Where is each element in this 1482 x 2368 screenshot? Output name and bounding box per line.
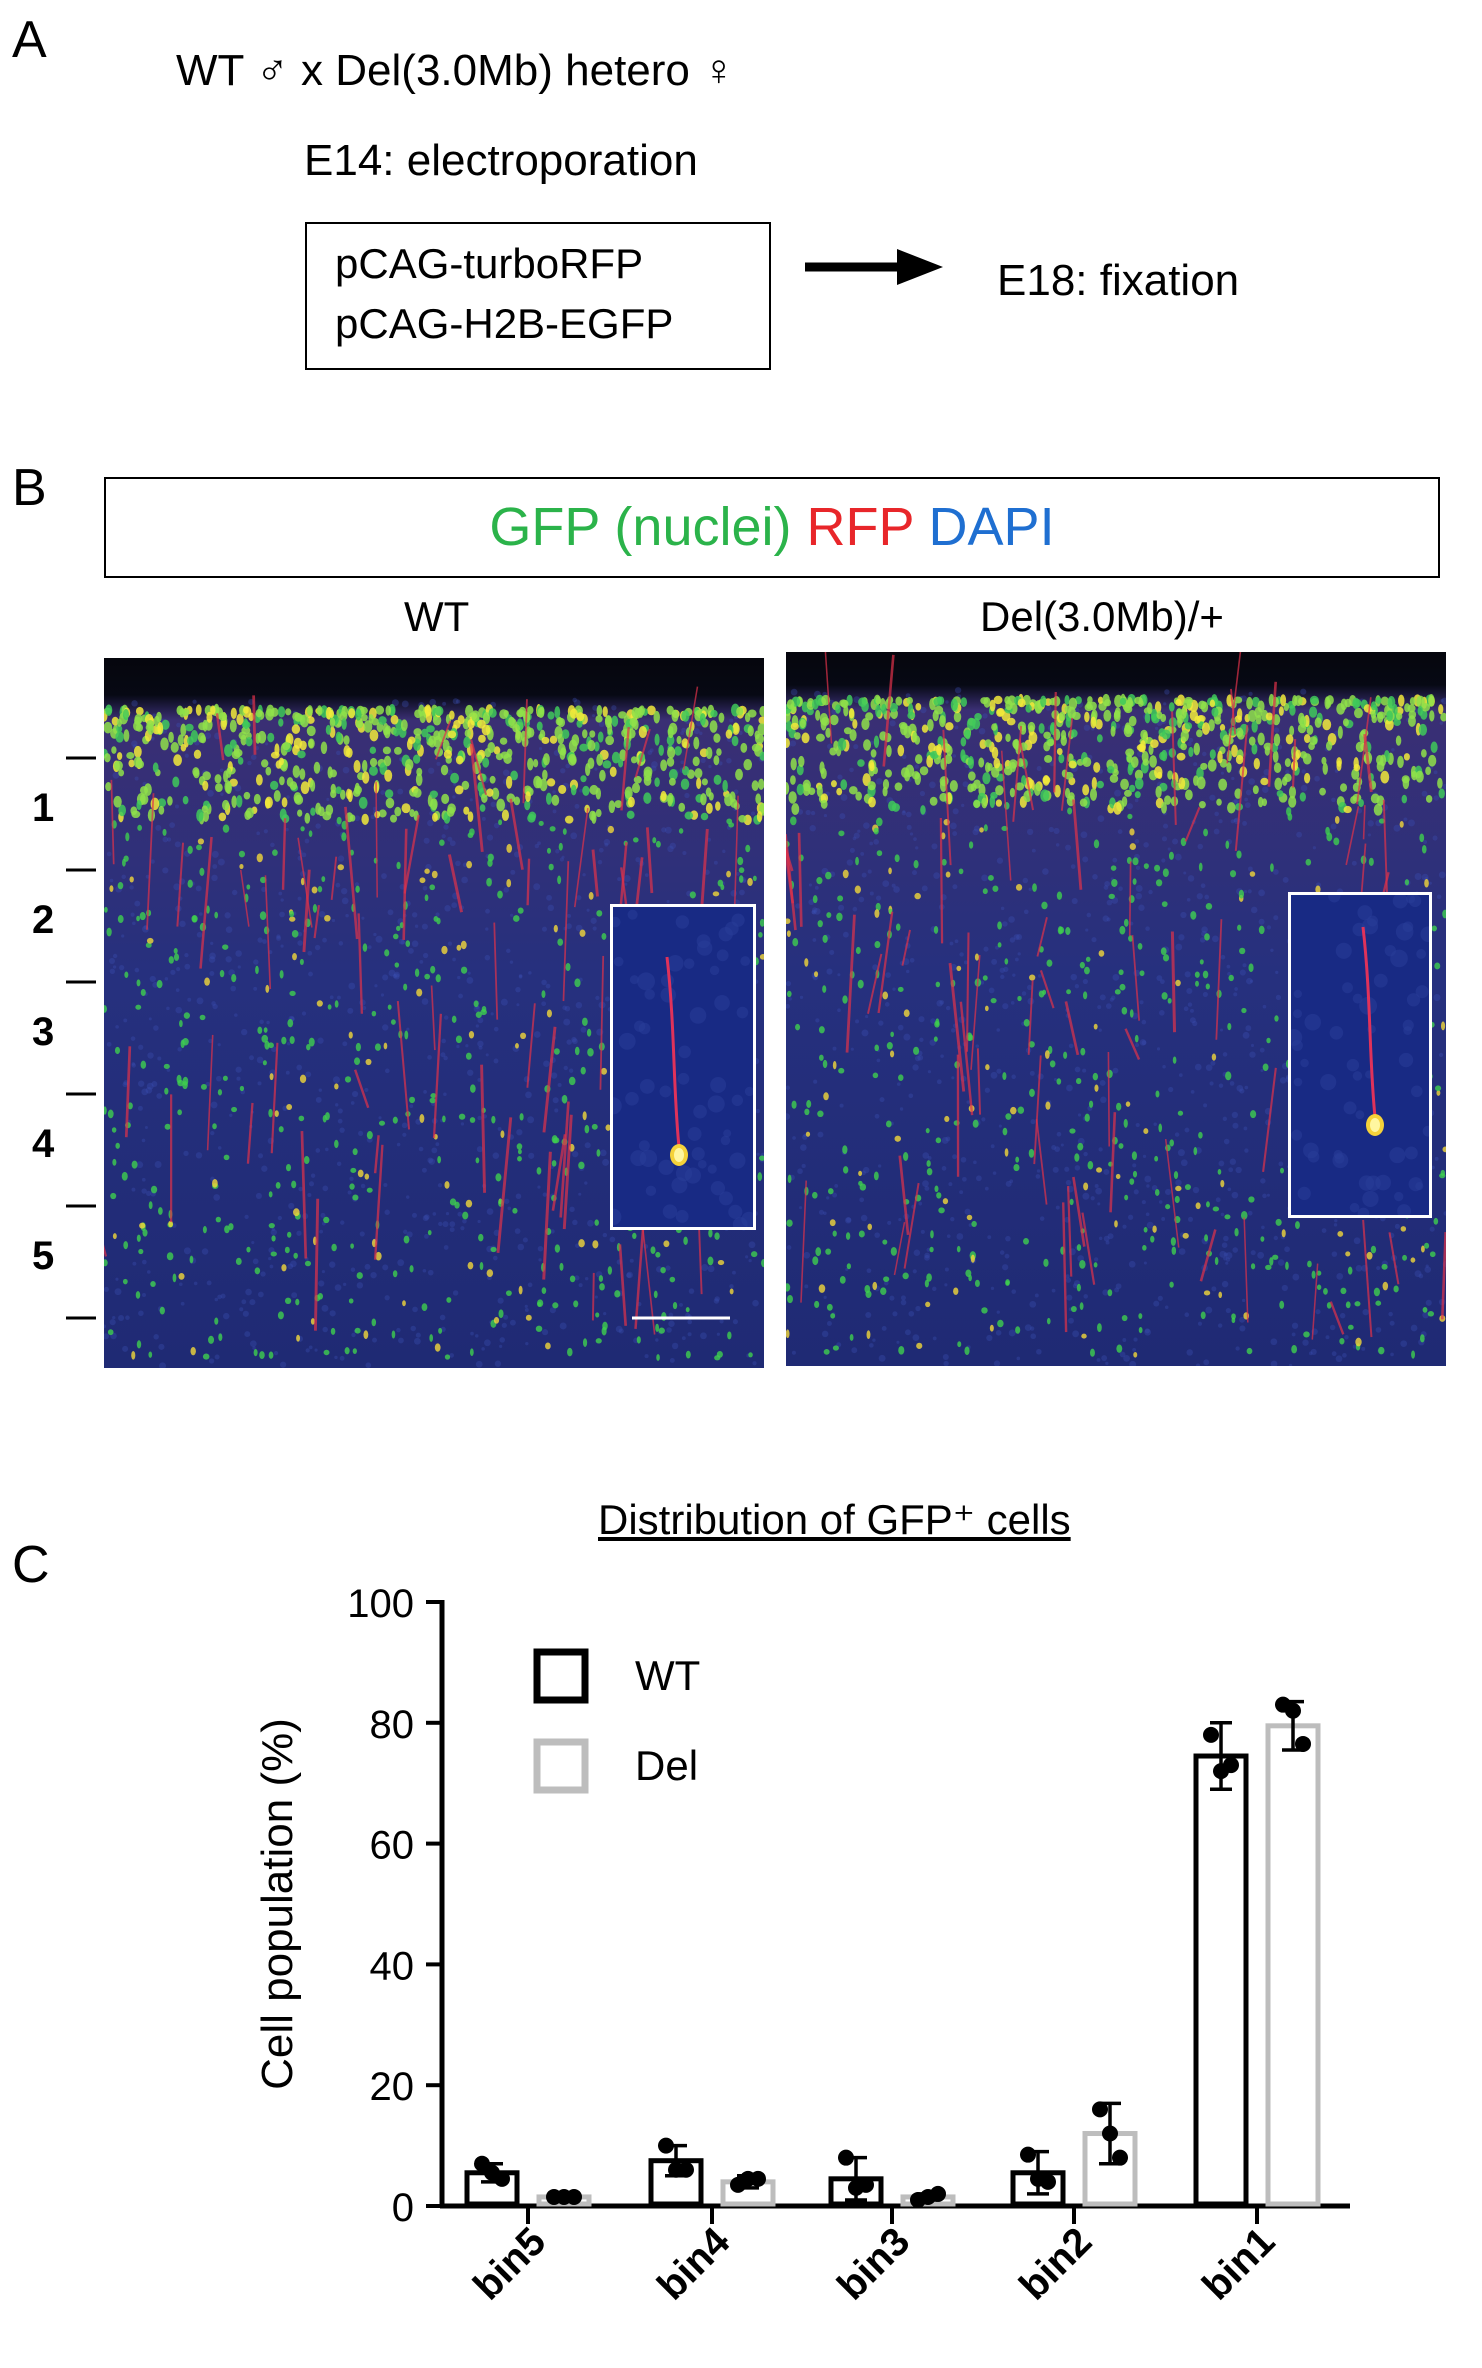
rfp-legend-text: RFP (806, 497, 914, 557)
y-tick-label: 20 (370, 2065, 415, 2109)
data-point (858, 2176, 874, 2193)
data-point (1295, 1735, 1311, 1752)
wt-inset (610, 904, 756, 1230)
channel-legend: GFP (nuclei) RFP DAPI (104, 477, 1440, 578)
data-point (1040, 2173, 1056, 2190)
legend-label: Del (635, 1742, 698, 1789)
legend-swatch (533, 1648, 589, 1704)
bin-label-4: 4 (32, 1122, 55, 1166)
plasmid-2: pCAG-H2B-EGFP (335, 300, 674, 347)
legend-label: WT (635, 1652, 700, 1699)
bin-label-2: 2 (32, 898, 55, 942)
plasmid-box: pCAG-turboRFP pCAG-H2B-EGFP (305, 222, 771, 370)
x-tick-label: bin1 (1194, 2219, 1283, 2308)
x-tick-label: bin4 (649, 2219, 739, 2309)
data-point (838, 2149, 854, 2166)
data-point (1223, 1757, 1239, 1774)
bar-wt-bin1 (1193, 1753, 1249, 2207)
x-tick-label: bin3 (829, 2219, 918, 2308)
legend-swatch (533, 1738, 589, 1794)
wt-micrograph (104, 658, 764, 1368)
y-tick-label: 40 (370, 1944, 415, 1988)
data-point (1112, 2149, 1128, 2166)
data-point (566, 2188, 582, 2205)
data-point (658, 2137, 674, 2154)
y-tick-label: 60 (370, 1824, 415, 1868)
del-inset (1288, 892, 1432, 1218)
data-point (1020, 2146, 1036, 2163)
y-tick-label: 100 (347, 1582, 414, 1626)
gfp-legend-text: GFP (nuclei) (489, 497, 792, 557)
cross-description: WT ♂ x Del(3.0Mb) hetero ♀ (176, 46, 736, 95)
data-point (494, 2170, 510, 2187)
data-point (930, 2185, 946, 2202)
data-point (1203, 1726, 1219, 1743)
data-point (678, 2161, 694, 2178)
del-micrograph (786, 652, 1446, 1366)
fixation-label: E18: fixation (997, 256, 1240, 305)
electroporation-label: E14: electroporation (304, 136, 698, 185)
y-tick-label: 0 (392, 2186, 414, 2230)
del-image-title: Del(3.0Mb)/+ (980, 593, 1224, 640)
dapi-legend-text: DAPI (928, 497, 1055, 557)
arrow-icon (805, 249, 943, 285)
bar-del-bin1 (1265, 1723, 1321, 2207)
data-point (1102, 2125, 1118, 2142)
bin-ticks (66, 756, 96, 1320)
x-tick-label: bin5 (465, 2219, 554, 2308)
panel-b-label: B (12, 459, 47, 517)
y-axis-label: Cell population (%) (253, 1718, 302, 2090)
panel-c-label: C (12, 1536, 50, 1594)
chart-title: Distribution of GFP⁺ cells (598, 1496, 1071, 1543)
x-tick-label: bin2 (1011, 2219, 1100, 2308)
wt-image-title: WT (404, 593, 470, 640)
data-point (1285, 1702, 1301, 1719)
plasmid-1: pCAG-turboRFP (335, 240, 644, 287)
y-tick-label: 80 (370, 1703, 415, 1747)
scale-bar (632, 1316, 730, 1320)
bin-label-1: 1 (32, 786, 55, 830)
distribution-chart: 0 20 40 60 80 100 Cell population (%) bin5 bin4 b… (253, 1582, 1350, 2309)
bin-label-3: 3 (32, 1010, 55, 1054)
data-point (750, 2170, 766, 2187)
data-point (1092, 2101, 1108, 2118)
bin-label-5: 5 (32, 1234, 55, 1278)
panel-a-label: A (12, 11, 47, 69)
